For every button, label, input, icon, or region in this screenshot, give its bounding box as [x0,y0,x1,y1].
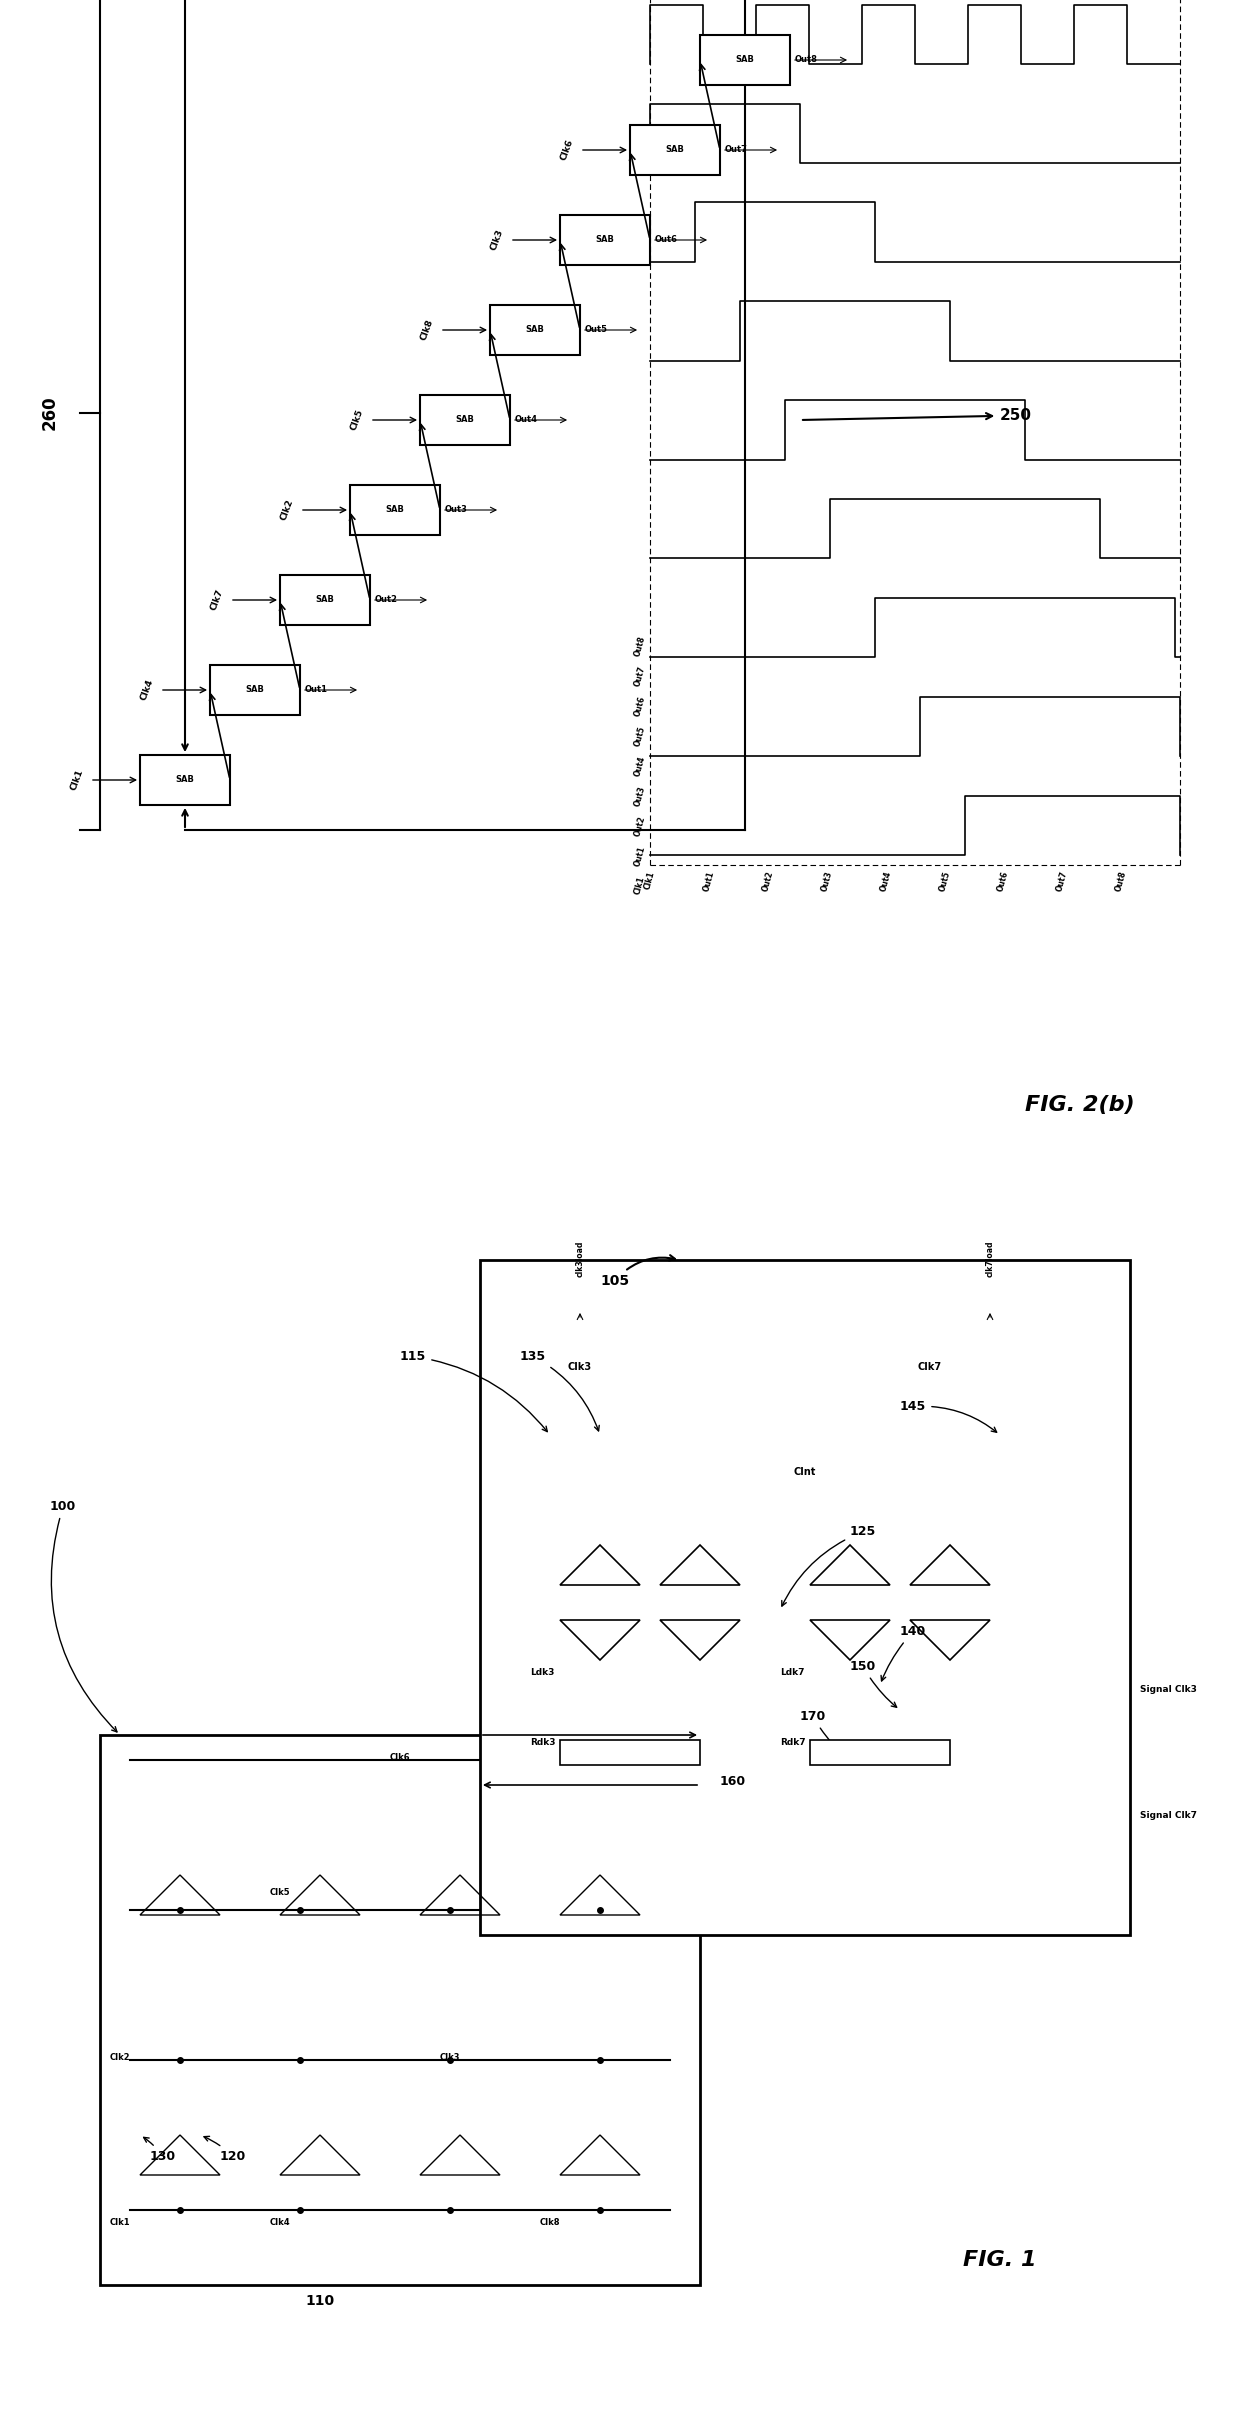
Text: Rdk7: Rdk7 [780,1738,806,1747]
Text: Out4: Out4 [515,415,538,424]
Text: 250: 250 [802,407,1032,424]
Text: FIG. 1: FIG. 1 [963,2251,1037,2270]
Bar [560,1740,701,1764]
Text: FIG. 2(b): FIG. 2(b) [1025,1094,1135,1116]
Text: SAB: SAB [176,776,195,786]
Bar [480,1260,1130,1935]
Text: Out8: Out8 [632,634,647,658]
Text: Clk8: Clk8 [539,2217,560,2227]
Text: SAB: SAB [735,55,754,65]
Text: 140: 140 [882,1624,926,1680]
Text: 170: 170 [800,1711,847,1757]
Text: Out1: Out1 [632,846,647,868]
Text: Out4: Out4 [878,870,893,892]
Text: 130: 130 [144,2138,176,2164]
Bar [630,125,720,176]
Text: Clk6: Clk6 [559,137,575,161]
Text: Out7: Out7 [1055,870,1069,892]
Text: Out7: Out7 [725,145,748,154]
Text: Out2: Out2 [632,815,647,839]
Text: Out5: Out5 [585,325,608,335]
Text: 120: 120 [205,2135,247,2164]
Text: Clk4: Clk4 [269,2217,290,2227]
Text: Out8: Out8 [795,55,818,65]
Bar [350,484,440,535]
Text: SAB: SAB [246,684,264,694]
Text: Clk3: Clk3 [489,229,505,253]
Text: 105: 105 [600,1256,675,1287]
Text: Out5: Out5 [632,725,647,747]
Text: SAB: SAB [595,236,615,243]
Bar [280,576,370,624]
Text: Clk5: Clk5 [269,1887,290,1897]
Text: SAB: SAB [315,595,335,605]
Text: Out1: Out1 [305,684,329,694]
Text: 160: 160 [720,1776,746,1788]
Text: Clk3: Clk3 [440,2053,460,2063]
Text: Clk1: Clk1 [69,769,86,793]
Text: Ldk3: Ldk3 [529,1668,554,1677]
Bar [560,214,650,265]
Text: SAB: SAB [386,506,404,513]
Text: Signal Clk3: Signal Clk3 [1140,1685,1197,1694]
Bar [140,754,229,805]
Text: Out6: Out6 [632,694,647,718]
Text: Clk7: Clk7 [918,1362,942,1371]
Text: Out2: Out2 [374,595,398,605]
Text: clk7load: clk7load [986,1241,994,1277]
Text: clk3load: clk3load [575,1241,584,1277]
Text: Ldk7: Ldk7 [780,1668,805,1677]
Text: 260: 260 [41,395,60,429]
Text: 145: 145 [900,1400,997,1432]
Text: Out6: Out6 [996,870,1011,892]
Text: Clk5: Clk5 [348,407,365,431]
Bar [810,1740,950,1764]
Text: Signal Clk7: Signal Clk7 [1140,1810,1197,1820]
Text: Clk1: Clk1 [644,870,657,889]
Text: SAB: SAB [666,145,684,154]
Text: 125: 125 [781,1526,877,1605]
Text: Out1: Out1 [702,870,715,892]
Text: Clk4: Clk4 [139,677,155,701]
Bar [420,395,510,446]
Text: Clk7: Clk7 [210,588,224,612]
Text: Clk2: Clk2 [279,499,295,523]
Text: 135: 135 [520,1350,599,1432]
Text: Out8: Out8 [1114,870,1128,892]
Text: Out3: Out3 [632,786,647,807]
Text: Clnt: Clnt [794,1468,816,1477]
Text: Out4: Out4 [632,754,647,778]
Text: SAB: SAB [455,415,475,424]
Text: Clk8: Clk8 [419,318,435,342]
Text: Out3: Out3 [445,506,467,513]
Bar [701,36,790,84]
Text: 150: 150 [849,1660,897,1706]
Text: Out6: Out6 [655,236,678,243]
Text: Clk2: Clk2 [109,2053,130,2063]
Text: 110: 110 [305,2294,335,2309]
Text: Out2: Out2 [760,870,775,892]
Text: Clk1: Clk1 [634,875,647,897]
Text: 100: 100 [50,1499,117,1733]
Bar [210,665,300,716]
Text: Clk7: Clk7 [590,1752,610,1762]
Text: Out5: Out5 [937,870,951,892]
Text: Out3: Out3 [820,870,833,892]
Text: 115: 115 [401,1350,547,1432]
Text: Out7: Out7 [632,665,647,687]
Text: Clk6: Clk6 [389,1752,410,1762]
Text: Rdk3: Rdk3 [529,1738,556,1747]
Text: Clk3: Clk3 [568,1362,591,1371]
Text: Clk1: Clk1 [109,2217,130,2227]
Bar [490,306,580,354]
Text: SAB: SAB [526,325,544,335]
Bar [100,1735,701,2285]
